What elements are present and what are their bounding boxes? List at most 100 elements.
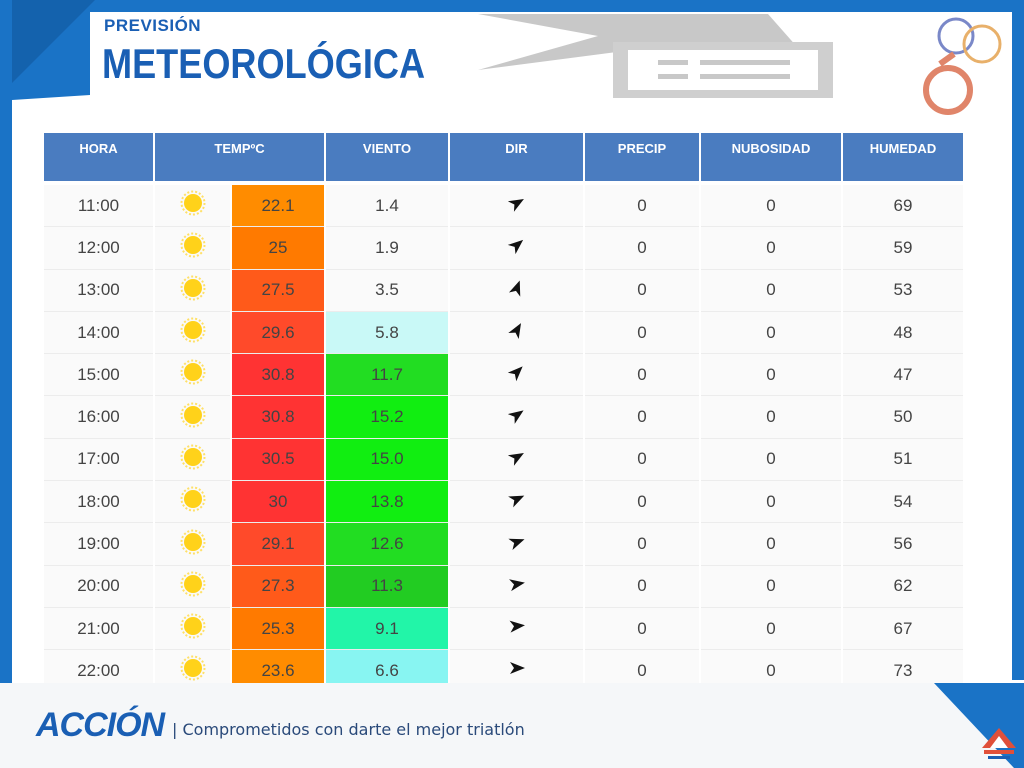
sun-icon — [180, 402, 205, 428]
col-header-precip: PRECIP — [584, 133, 701, 181]
cell-viento: 15.0 — [325, 438, 450, 482]
cell-weather-icon — [154, 480, 232, 524]
cell-dir — [449, 185, 585, 228]
cell-precip: 0 — [584, 185, 701, 228]
cell-precip: 0 — [584, 311, 701, 355]
cell-weather-icon — [154, 607, 232, 651]
cell-weather-icon — [154, 438, 232, 482]
tablet-decoration — [478, 14, 833, 98]
cell-temp: 30.5 — [231, 438, 326, 482]
cell-precip: 0 — [584, 607, 701, 651]
table-row: 12:00 25 1.9 0 0 59 — [44, 226, 965, 270]
col-header-viento: VIENTO — [325, 133, 450, 181]
col-header-humedad: HUMEDAD — [842, 133, 965, 181]
cell-dir — [449, 438, 585, 482]
page-title: METEOROLÓGICA — [102, 40, 426, 87]
col-header-dir: DIR — [449, 133, 585, 181]
cell-weather-icon — [154, 353, 232, 397]
triathlon-logo — [982, 728, 1016, 759]
sun-icon — [180, 190, 205, 216]
cell-nubosidad: 0 — [700, 480, 843, 524]
cell-weather-icon — [154, 395, 232, 439]
cell-dir — [449, 226, 585, 270]
cell-temp: 25.3 — [231, 607, 326, 651]
wind-direction-icon — [507, 538, 525, 550]
cell-nubosidad: 0 — [700, 311, 843, 355]
sun-icon — [180, 232, 205, 258]
cell-dir — [449, 353, 585, 397]
table-header-row: HORA TEMPºC VIENTO DIR PRECIP NUBOSIDAD … — [44, 133, 965, 181]
cell-temp: 29.1 — [231, 522, 326, 566]
cell-hora: 16:00 — [44, 395, 155, 439]
wind-direction-icon — [509, 662, 525, 675]
cell-viento: 3.5 — [325, 269, 450, 312]
cell-temp: 30.8 — [231, 353, 326, 397]
table-row: 11:00 22.1 1.4 0 0 69 — [44, 185, 965, 228]
sun-icon — [180, 571, 205, 597]
cell-humedad: 47 — [842, 353, 965, 397]
wind-direction-icon — [508, 579, 525, 591]
cell-humedad: 51 — [842, 438, 965, 482]
cell-viento: 11.3 — [325, 565, 450, 608]
cell-dir — [449, 522, 585, 566]
cell-precip: 0 — [584, 353, 701, 397]
sun-icon — [180, 486, 205, 512]
cell-viento: 1.4 — [325, 185, 450, 228]
wind-direction-icon — [508, 280, 520, 297]
table-row: 19:00 29.1 12.6 0 0 56 — [44, 522, 965, 566]
table-row: 21:00 25.3 9.1 0 0 67 — [44, 607, 965, 651]
slogan: | Comprometidos con darte el mejor triat… — [172, 720, 525, 739]
cell-hora: 14:00 — [44, 311, 155, 355]
table-row: 14:00 29.6 5.8 0 0 48 — [44, 311, 965, 355]
cell-weather-icon — [154, 226, 232, 270]
cell-precip: 0 — [584, 565, 701, 608]
cell-viento: 15.2 — [325, 395, 450, 439]
wind-direction-icon — [507, 495, 524, 508]
cell-nubosidad: 0 — [700, 353, 843, 397]
cell-precip: 0 — [584, 269, 701, 312]
wind-direction-icon — [507, 240, 523, 255]
cell-hora: 19:00 — [44, 522, 155, 566]
cell-humedad: 67 — [842, 607, 965, 651]
cell-precip: 0 — [584, 522, 701, 566]
cell-weather-icon — [154, 565, 232, 608]
cell-nubosidad: 0 — [700, 185, 843, 228]
cell-hora: 21:00 — [44, 607, 155, 651]
cell-hora: 11:00 — [44, 185, 155, 228]
table-row: 22:00 23.6 6.6 0 0 73 — [44, 649, 965, 693]
cell-viento: 13.8 — [325, 480, 450, 524]
sun-icon — [180, 275, 205, 301]
cell-nubosidad: 0 — [700, 438, 843, 482]
cell-humedad: 54 — [842, 480, 965, 524]
cell-nubosidad: 0 — [700, 269, 843, 312]
cell-hora: 20:00 — [44, 565, 155, 608]
cell-nubosidad: 0 — [700, 226, 843, 270]
col-header-hora: HORA — [44, 133, 155, 181]
table-row: 13:00 27.5 3.5 0 0 53 — [44, 269, 965, 312]
cell-hora: 12:00 — [44, 226, 155, 270]
cell-dir — [449, 311, 585, 355]
col-header-temp: TEMPºC — [154, 133, 326, 181]
cell-nubosidad: 0 — [700, 395, 843, 439]
forecast-table: HORA TEMPºC VIENTO DIR PRECIP NUBOSIDAD … — [44, 133, 965, 693]
wind-direction-icon — [507, 410, 524, 424]
cell-dir — [449, 480, 585, 524]
cell-viento: 12.6 — [325, 522, 450, 566]
frame-left — [0, 0, 12, 768]
cell-humedad: 62 — [842, 565, 965, 608]
cell-hora: 17:00 — [44, 438, 155, 482]
cell-temp: 30.8 — [231, 395, 326, 439]
sun-icon — [180, 359, 205, 385]
cell-temp: 29.6 — [231, 311, 326, 355]
cell-hora: 15:00 — [44, 353, 155, 397]
sun-icon — [180, 444, 205, 470]
cell-nubosidad: 0 — [700, 565, 843, 608]
cell-nubosidad: 0 — [700, 607, 843, 651]
cell-temp: 27.5 — [231, 269, 326, 312]
cell-temp: 30 — [231, 480, 326, 524]
sun-icon — [180, 655, 205, 681]
cell-dir — [449, 565, 585, 608]
cell-weather-icon — [154, 185, 232, 228]
cell-precip: 0 — [584, 226, 701, 270]
cell-weather-icon — [154, 311, 232, 355]
